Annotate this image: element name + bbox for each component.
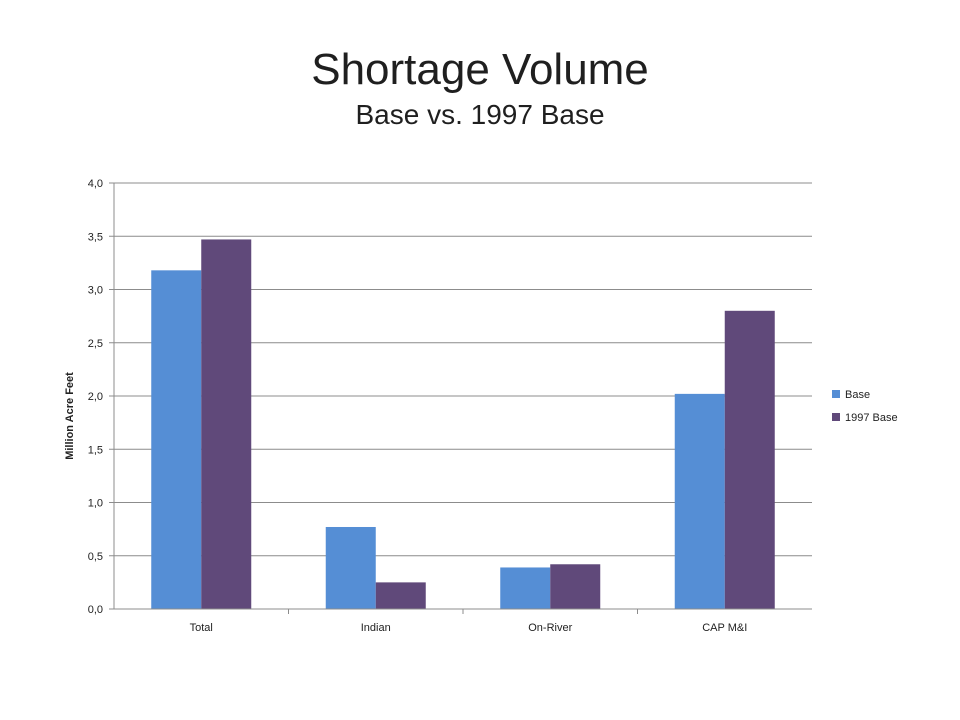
y-axis-label: Million Acre Feet (64, 372, 76, 460)
y-tick-label: 2,0 (88, 391, 103, 403)
legend-label: 1997 Base (845, 412, 898, 424)
title-block: Shortage Volume Base vs. 1997 Base (0, 44, 960, 132)
y-tick-label: 4,0 (88, 178, 103, 190)
bar-base (325, 526, 376, 609)
bar-base (674, 393, 725, 609)
x-tick-label: On-River (528, 622, 572, 634)
bar-1997-base (724, 310, 775, 609)
chart-title: Shortage Volume (311, 45, 649, 94)
x-tick-label: Total (190, 622, 213, 634)
y-tick-labels: 0,0 0,5 1,0 1,5 2,0 2,5 3,0 3,5 4,0 (88, 178, 103, 616)
y-tick-label: 3,5 (88, 231, 103, 243)
x-tick-label: CAP M&I (702, 622, 747, 634)
x-tick-label: Indian (361, 622, 391, 634)
legend-swatch (832, 390, 840, 398)
bar-base (500, 567, 551, 609)
bar-1997-base (550, 564, 601, 609)
legend-label: Base (845, 389, 870, 401)
y-tick-label: 1,5 (88, 444, 103, 456)
bars (151, 239, 775, 609)
legend-swatch (832, 413, 840, 421)
bar-1997-base (375, 582, 426, 609)
y-tick-label: 0,0 (88, 604, 103, 616)
axes (113, 183, 812, 614)
y-tick-label: 2,5 (88, 338, 103, 350)
legend: Base 1997 Base (832, 389, 898, 424)
bar-1997-base (201, 239, 252, 609)
y-tick-label: 1,0 (88, 498, 103, 510)
y-tick-label: 3,0 (88, 285, 103, 297)
x-tick-labels: Total Indian On-River CAP M&I (190, 622, 748, 634)
chart-subtitle: Base vs. 1997 Base (355, 99, 605, 130)
y-tick-label: 0,5 (88, 551, 103, 563)
bar-base (151, 270, 202, 609)
